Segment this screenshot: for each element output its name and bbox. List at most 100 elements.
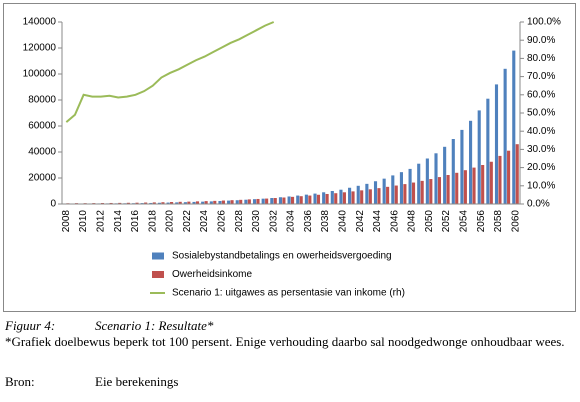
bar [213, 200, 217, 204]
bar [339, 189, 343, 204]
bar [299, 196, 303, 204]
caption-label: Figuur 4: [5, 318, 56, 333]
bar [282, 197, 286, 204]
y-tick-label: 120000 [23, 43, 57, 54]
x-tick-label: 2024 [199, 210, 210, 233]
x-tick-label: 2020 [165, 210, 176, 233]
bar [204, 201, 208, 204]
legend-label: Owerheidsinkome [172, 269, 252, 280]
bar [308, 195, 312, 204]
bar [252, 199, 257, 204]
bar [382, 178, 386, 204]
bar [417, 163, 421, 204]
x-tick-label: 2042 [355, 210, 366, 233]
y-tick-label: 80000 [28, 95, 56, 106]
x-tick-label: 2022 [182, 210, 193, 233]
bar [149, 202, 153, 204]
bar [126, 202, 130, 204]
x-tick-label: 2014 [113, 210, 124, 233]
bar [503, 68, 507, 204]
bar [239, 199, 243, 204]
bar [144, 202, 148, 204]
bar [408, 168, 412, 204]
y2-tick-label: 70.0% [527, 71, 555, 82]
source-text: Eie berekenings [95, 374, 179, 389]
x-tick-label: 2046 [389, 210, 400, 233]
y-tick-label: 20000 [28, 173, 56, 184]
y2-tick-label: 50.0% [527, 108, 555, 119]
x-tick-label: 2030 [251, 210, 262, 233]
bar [391, 175, 395, 204]
x-tick-label: 2050 [424, 210, 435, 233]
bar [348, 187, 352, 204]
bar [334, 193, 338, 204]
bar [446, 175, 450, 204]
bar [118, 202, 122, 204]
bar [394, 185, 398, 204]
bar [460, 129, 464, 204]
y-tick-label: 60000 [28, 121, 56, 132]
bar [291, 196, 295, 204]
bar [316, 194, 321, 204]
x-tick-label: 2044 [372, 210, 383, 233]
bar [178, 201, 182, 204]
x-tick-label: 2028 [234, 210, 245, 233]
bar [443, 146, 447, 204]
y2-tick-label: 20.0% [527, 162, 555, 173]
legend-label: Scenario 1: uitgawes as persentasie van … [172, 288, 405, 299]
chart-frame [3, 3, 576, 312]
x-tick-label: 2016 [130, 210, 141, 233]
y2-tick-label: 60.0% [527, 89, 555, 100]
bar [356, 185, 360, 204]
x-tick-label: 2034 [286, 210, 297, 233]
y2-tick-label: 10.0% [527, 180, 555, 191]
bar [230, 200, 234, 204]
bar [256, 198, 260, 204]
bar [221, 200, 225, 204]
bar [218, 201, 222, 204]
bar [313, 193, 317, 204]
bar [157, 202, 162, 204]
bar [463, 170, 467, 204]
legend-swatch [152, 252, 164, 260]
bar [183, 202, 187, 204]
chart: 0 20000 40000 60000 80000 100000 120000 140000 0… [3, 3, 576, 312]
bar [195, 201, 200, 204]
bar [209, 201, 213, 204]
x-tick-label: 2060 [510, 210, 521, 233]
bar [170, 202, 174, 204]
note: *Grafiek doelbewus beperk tot 100 persen… [5, 334, 565, 349]
y-tick-label: 40000 [28, 147, 56, 158]
bar [227, 200, 231, 204]
y2-tick-label: 40.0% [527, 126, 555, 137]
y2-tick-label: 100.0% [527, 17, 561, 28]
legend-swatch [152, 271, 164, 278]
y-tick-label: 100000 [23, 69, 57, 80]
bar [265, 198, 269, 204]
bar [481, 165, 485, 204]
bar [304, 194, 308, 204]
bar [175, 202, 179, 204]
bar [512, 50, 516, 204]
bar [437, 177, 442, 204]
caption: Figuur 4: Scenario 1: Resultate* [5, 318, 575, 334]
x-tick-label: 2054 [458, 210, 469, 233]
x-tick-label: 2036 [303, 210, 314, 233]
y2-tick-label: 90.0% [527, 35, 555, 46]
bar [507, 150, 511, 204]
y2-tick-label: 30.0% [527, 144, 555, 155]
bar [469, 120, 473, 204]
source-label: Bron: [5, 374, 35, 389]
x-tick-label: 2038 [320, 210, 331, 233]
x-tick-label: 2010 [78, 210, 89, 233]
bar [489, 161, 493, 204]
bar [455, 172, 459, 204]
bar [498, 155, 502, 204]
bar [247, 199, 251, 204]
x-tick-label: 2056 [476, 210, 487, 233]
source: Bron: Eie berekenings [5, 374, 575, 390]
bar [494, 84, 499, 204]
bar [425, 158, 429, 204]
bar [244, 199, 248, 204]
bar [322, 192, 326, 204]
